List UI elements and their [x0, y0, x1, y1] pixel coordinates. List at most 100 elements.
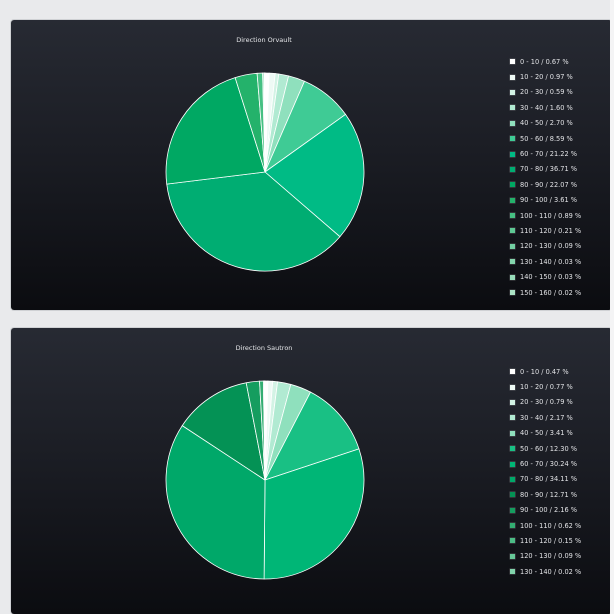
legend-item[interactable]: 20 - 30 / 0.59 % — [510, 85, 581, 100]
pie-slice[interactable] — [264, 113, 365, 238]
legend-swatch — [510, 569, 515, 575]
legend-item[interactable]: 140 - 150 / 0.03 % — [510, 269, 581, 284]
legend-item[interactable]: 100 - 110 / 0.62 % — [510, 518, 581, 533]
legend-item[interactable]: 90 - 100 / 2.16 % — [510, 503, 581, 518]
legend-swatch — [510, 461, 515, 467]
legend-label: 50 - 60 / 12.30 % — [520, 444, 578, 453]
legend-swatch — [510, 136, 515, 142]
legend-swatch — [510, 553, 515, 559]
legend-swatch — [510, 399, 515, 405]
legend-swatch — [510, 120, 515, 126]
legend-label: 130 - 140 / 0.03 % — [520, 257, 582, 266]
legend-item[interactable]: 20 - 30 / 0.79 % — [510, 395, 581, 410]
legend-swatch — [510, 74, 515, 80]
legend-swatch — [510, 182, 515, 188]
legend-item[interactable]: 60 - 70 / 21.22 % — [510, 146, 581, 161]
legend-swatch — [510, 59, 515, 65]
chart-panel-orvault: Direction Orvault 0 - 10 / 0.67 % 10 - 20… — [11, 20, 612, 310]
legend-label: 120 - 130 / 0.09 % — [520, 242, 582, 251]
legend-label: 130 - 140 / 0.02 % — [520, 567, 582, 576]
legend-label: 80 - 90 / 22.07 % — [520, 180, 578, 189]
legend-swatch — [510, 105, 515, 111]
legend-item[interactable]: 10 - 20 / 0.97 % — [510, 69, 581, 84]
legend-swatch — [510, 259, 515, 265]
legend-label: 120 - 130 / 0.09 % — [520, 552, 582, 561]
legend-item[interactable]: 40 - 50 / 2.70 % — [510, 116, 581, 131]
legend-swatch — [510, 523, 515, 529]
chart-title: Direction Sautron — [235, 344, 293, 352]
legend-swatch — [510, 538, 515, 544]
legend-label: 10 - 20 / 0.97 % — [520, 73, 573, 82]
legend-item[interactable]: 0 - 10 / 0.47 % — [510, 364, 581, 379]
chart-title: Direction Orvault — [236, 36, 292, 44]
legend-item[interactable]: 80 - 90 / 12.71 % — [510, 487, 581, 502]
legend-swatch — [510, 89, 515, 95]
legend-swatch — [510, 430, 515, 436]
legend-swatch — [510, 476, 515, 482]
legend-label: 0 - 10 / 0.67 % — [520, 57, 569, 66]
chart-legend-sautron: 0 - 10 / 0.47 % 10 - 20 / 0.77 % 20 - 30 /… — [510, 364, 581, 579]
legend-swatch — [510, 446, 515, 452]
legend-swatch — [510, 492, 515, 498]
legend-item[interactable]: 0 - 10 / 0.67 % — [510, 54, 581, 69]
legend-swatch — [510, 507, 515, 513]
legend-item[interactable]: 30 - 40 / 1.60 % — [510, 100, 581, 115]
legend-item[interactable]: 80 - 90 / 22.07 % — [510, 177, 581, 192]
pie-slice[interactable] — [165, 77, 266, 185]
legend-swatch — [510, 228, 515, 234]
legend-item[interactable]: 130 - 140 / 0.02 % — [510, 564, 581, 579]
pie-slice[interactable] — [166, 171, 341, 272]
legend-swatch — [510, 384, 515, 390]
chart-panel-sautron: Direction Sautron 0 - 10 / 0.47 % 10 - 20… — [11, 328, 612, 614]
pie-slice[interactable] — [181, 382, 266, 481]
pie-chart-orvault — [165, 72, 365, 272]
legend-label: 0 - 10 / 0.47 % — [520, 367, 569, 376]
legend-item[interactable]: 120 - 130 / 0.09 % — [510, 239, 581, 254]
legend-label: 40 - 50 / 3.41 % — [520, 429, 573, 438]
legend-label: 90 - 100 / 2.16 % — [520, 506, 578, 515]
legend-label: 50 - 60 / 8.59 % — [520, 134, 573, 143]
legend-swatch — [510, 213, 515, 219]
legend-item[interactable]: 10 - 20 / 0.77 % — [510, 379, 581, 394]
legend-swatch — [510, 243, 515, 249]
legend-item[interactable]: 30 - 40 / 2.17 % — [510, 410, 581, 425]
legend-label: 90 - 100 / 3.61 % — [520, 196, 578, 205]
legend-swatch — [510, 166, 515, 172]
chart-legend-orvault: 0 - 10 / 0.67 % 10 - 20 / 0.97 % 20 - 30 /… — [510, 54, 581, 300]
legend-label: 20 - 30 / 0.59 % — [520, 88, 573, 97]
legend-item[interactable]: 120 - 130 / 0.09 % — [510, 549, 581, 564]
legend-label: 30 - 40 / 2.17 % — [520, 413, 573, 422]
legend-swatch — [510, 197, 515, 203]
legend-item[interactable]: 60 - 70 / 30.24 % — [510, 456, 581, 471]
legend-swatch — [510, 415, 515, 421]
legend-label: 30 - 40 / 1.60 % — [520, 103, 573, 112]
legend-item[interactable]: 150 - 160 / 0.02 % — [510, 285, 581, 300]
legend-item[interactable]: 100 - 110 / 0.89 % — [510, 208, 581, 223]
legend-swatch — [510, 274, 515, 280]
pie-chart-sautron — [165, 380, 365, 580]
legend-label: 60 - 70 / 21.22 % — [520, 150, 578, 159]
legend-item[interactable]: 70 - 80 / 36.71 % — [510, 162, 581, 177]
legend-label: 60 - 70 / 30.24 % — [520, 460, 578, 469]
legend-swatch — [510, 369, 515, 375]
page-scrollbar[interactable] — [610, 0, 614, 614]
legend-label: 70 - 80 / 36.71 % — [520, 165, 578, 174]
legend-label: 150 - 160 / 0.02 % — [520, 288, 582, 297]
legend-item[interactable]: 50 - 60 / 12.30 % — [510, 441, 581, 456]
legend-label: 40 - 50 / 2.70 % — [520, 119, 573, 128]
legend-swatch — [510, 151, 515, 157]
legend-label: 110 - 120 / 0.15 % — [520, 536, 582, 545]
legend-item[interactable]: 110 - 120 / 0.15 % — [510, 533, 581, 548]
pie-slice[interactable] — [264, 391, 360, 481]
legend-item[interactable]: 110 - 120 / 0.21 % — [510, 223, 581, 238]
legend-label: 140 - 150 / 0.03 % — [520, 273, 582, 282]
legend-label: 20 - 30 / 0.79 % — [520, 398, 573, 407]
legend-item[interactable]: 90 - 100 / 3.61 % — [510, 193, 581, 208]
pie-slice[interactable] — [263, 448, 365, 580]
legend-label: 80 - 90 / 12.71 % — [520, 490, 578, 499]
legend-item[interactable]: 130 - 140 / 0.03 % — [510, 254, 581, 269]
legend-item[interactable]: 50 - 60 / 8.59 % — [510, 131, 581, 146]
legend-item[interactable]: 40 - 50 / 3.41 % — [510, 426, 581, 441]
legend-item[interactable]: 70 - 80 / 34.11 % — [510, 472, 581, 487]
legend-label: 100 - 110 / 0.62 % — [520, 521, 582, 530]
